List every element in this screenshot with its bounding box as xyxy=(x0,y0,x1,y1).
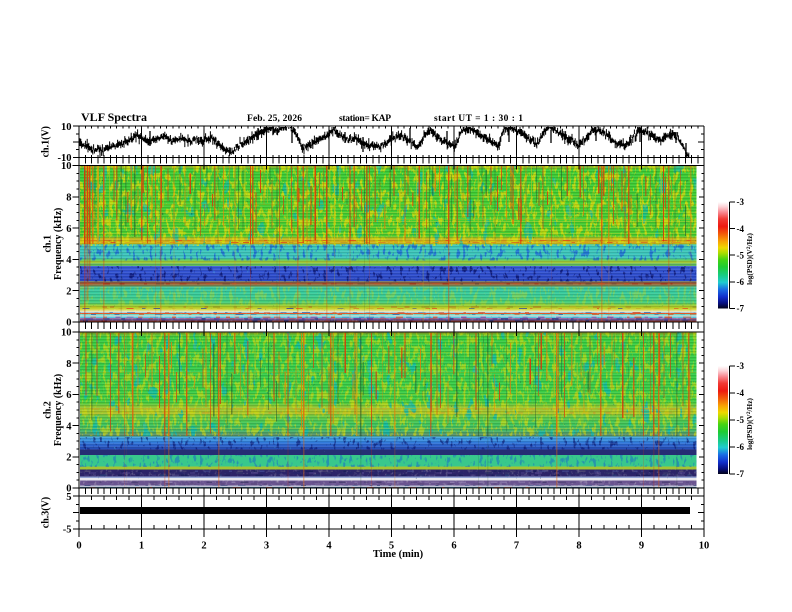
svg-text:Frequency (kHz): Frequency (kHz) xyxy=(53,374,64,446)
svg-text:10: 10 xyxy=(699,541,710,552)
svg-text:-5: -5 xyxy=(737,415,745,425)
svg-text:ch.3(V): ch.3(V) xyxy=(41,497,52,528)
svg-text:Frequency (kHz): Frequency (kHz) xyxy=(53,208,64,280)
svg-text:2: 2 xyxy=(66,453,71,464)
svg-text:6: 6 xyxy=(451,541,456,552)
svg-text:Feb. 25, 2026: Feb. 25, 2026 xyxy=(247,114,302,124)
svg-text:8: 8 xyxy=(576,541,581,552)
svg-text:Time (min): Time (min) xyxy=(373,549,424,560)
svg-text:10: 10 xyxy=(61,122,72,133)
svg-text:10: 10 xyxy=(61,328,72,339)
svg-text:2: 2 xyxy=(201,541,206,552)
svg-text:-10: -10 xyxy=(58,153,72,164)
svg-text:0: 0 xyxy=(66,318,71,329)
svg-text:-3: -3 xyxy=(737,361,745,371)
svg-text:-4: -4 xyxy=(737,388,745,398)
svg-text:start UT = 1 : 30 : 1: start UT = 1 : 30 : 1 xyxy=(434,114,523,124)
svg-text:6: 6 xyxy=(66,390,71,401)
svg-text:ch.2: ch.2 xyxy=(43,401,54,419)
svg-text:6: 6 xyxy=(66,224,71,235)
svg-text:10: 10 xyxy=(61,161,72,172)
svg-text:8: 8 xyxy=(66,359,71,370)
svg-text:-7: -7 xyxy=(737,304,745,314)
svg-text:4: 4 xyxy=(66,255,72,266)
svg-text:-3: -3 xyxy=(737,197,745,207)
svg-text:0: 0 xyxy=(66,484,71,495)
svg-text:4: 4 xyxy=(66,421,72,432)
svg-text:5: 5 xyxy=(66,492,71,503)
svg-text:ch.1(V): ch.1(V) xyxy=(41,126,52,157)
svg-text:2: 2 xyxy=(66,286,71,297)
svg-text:5: 5 xyxy=(389,541,394,552)
svg-text:VLF Spectra: VLF Spectra xyxy=(81,110,147,124)
svg-text:1: 1 xyxy=(139,541,144,552)
svg-text:-6: -6 xyxy=(737,442,745,452)
svg-text:-7: -7 xyxy=(737,469,745,479)
svg-text:log(PSD)(V2/Hz): log(PSD)(V2/Hz) xyxy=(745,398,754,450)
svg-text:3: 3 xyxy=(264,541,269,552)
svg-text:-4: -4 xyxy=(737,224,745,234)
svg-text:0: 0 xyxy=(76,541,81,552)
svg-text:8: 8 xyxy=(66,193,71,204)
svg-text:-6: -6 xyxy=(737,277,745,287)
svg-text:log(PSD)(V2/Hz): log(PSD)(V2/Hz) xyxy=(745,233,754,285)
svg-text:-5: -5 xyxy=(737,250,745,260)
svg-text:ch.1: ch.1 xyxy=(43,235,54,253)
svg-text:4: 4 xyxy=(326,541,332,552)
svg-text:-5: -5 xyxy=(63,524,72,535)
svg-text:7: 7 xyxy=(514,541,519,552)
svg-text:station= KAP: station= KAP xyxy=(339,114,391,124)
svg-text:9: 9 xyxy=(639,541,644,552)
